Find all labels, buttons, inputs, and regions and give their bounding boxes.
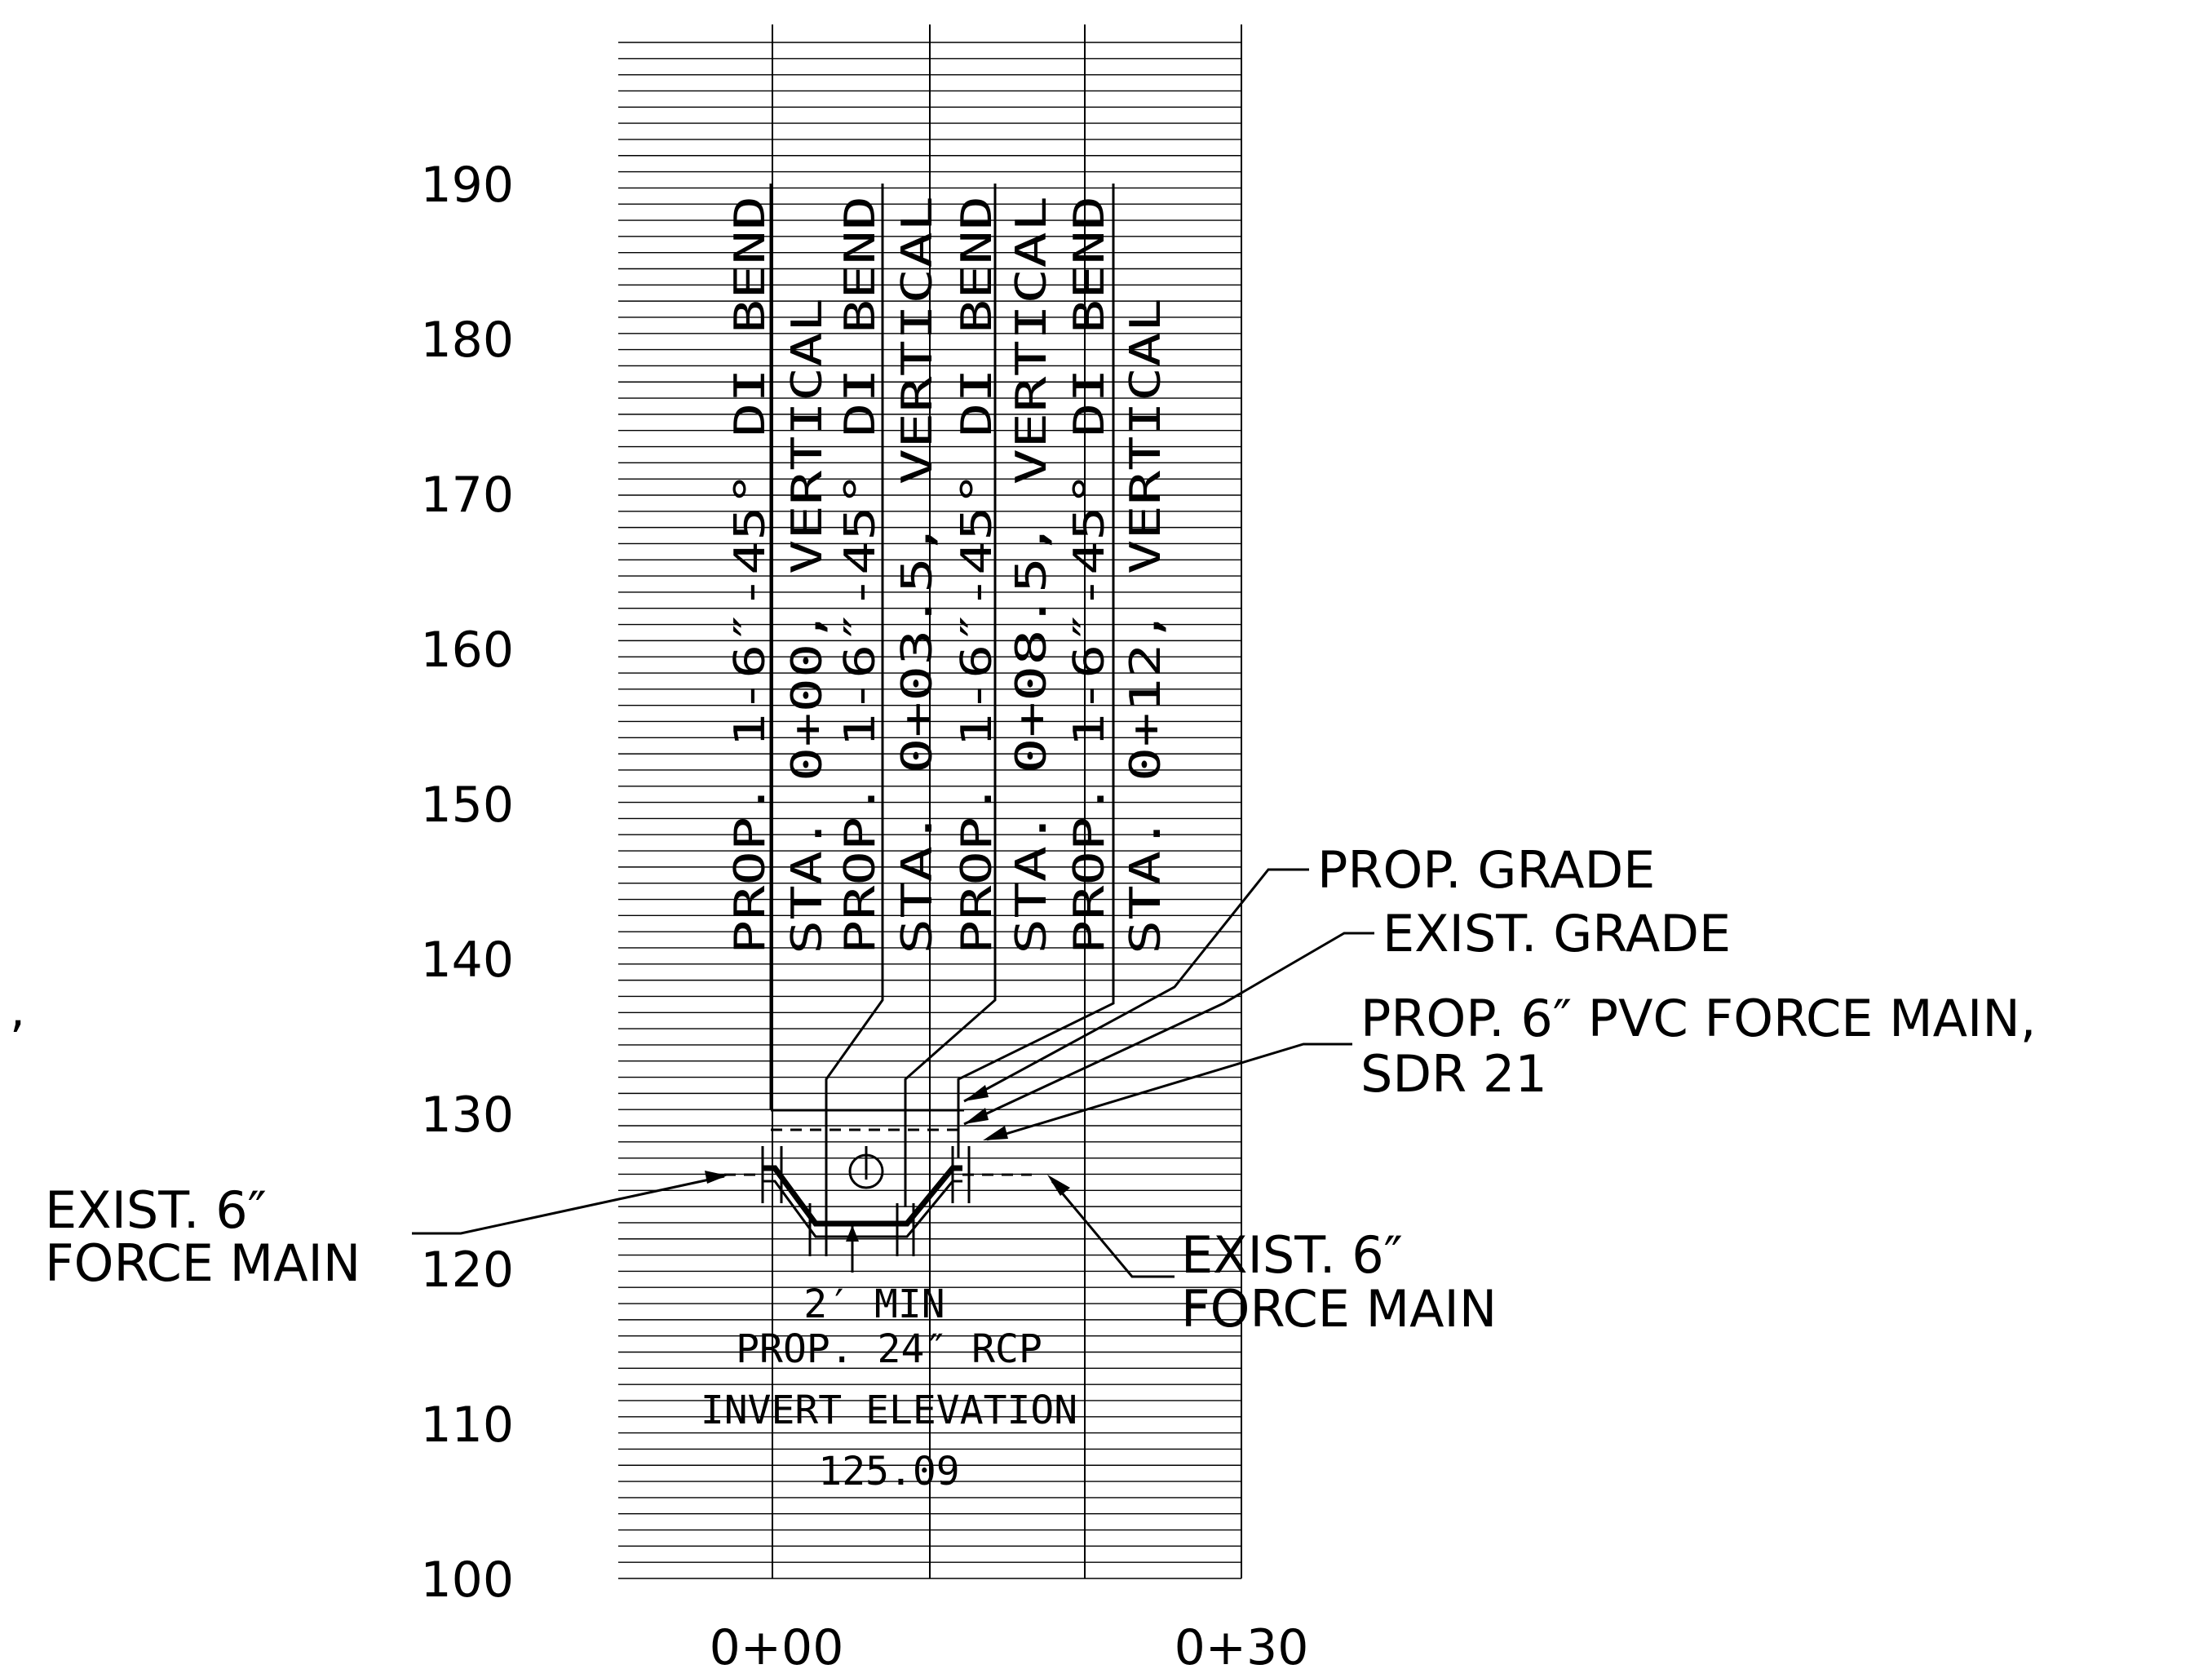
callout-sta-1: STA. 0+00, VERTICAL	[783, 298, 832, 954]
prop-grade-label: PROP. GRADE	[1317, 840, 1655, 900]
leader-bend-4	[957, 184, 1115, 1158]
prop-grade-leader	[963, 868, 1309, 1103]
exist-grade-label: EXIST. GRADE	[1382, 904, 1731, 963]
callout-bend-2: PROP. 1-6″-45° DI BEND	[836, 196, 885, 954]
prop-grade-arrow	[964, 1085, 989, 1101]
exist-right-label-line2: FORCE MAIN	[1181, 1279, 1497, 1339]
stray-comma: ,	[10, 981, 25, 1038]
elevation-label-120: 120	[420, 1242, 514, 1299]
profile-grid	[618, 24, 1242, 1579]
vertical-callouts: PROP. 1-6″-45° DI BEND STA. 0+00, VERTIC…	[726, 196, 1170, 954]
elevation-label-110: 110	[420, 1397, 514, 1454]
callout-bend-3: PROP. 1-6″-45° DI BEND	[953, 196, 1002, 954]
rcp-label-line2: INVERT ELEVATION	[701, 1388, 1077, 1433]
prop-force-main-pipe	[763, 1165, 962, 1227]
station-label-0-00: 0+00	[710, 1619, 844, 1669]
left-labels: EXIST. 6″ FORCE MAIN	[45, 1171, 728, 1293]
exist-left-arrow	[705, 1171, 728, 1184]
station-label-0-30: 0+30	[1175, 1619, 1309, 1669]
exist-grade-arrow	[964, 1108, 989, 1124]
elevation-label-180: 180	[420, 312, 514, 369]
force-main-label-line2: SDR 21	[1360, 1044, 1547, 1104]
force-main-arrow	[983, 1126, 1008, 1140]
exist-left-label-line1: EXIST. 6″	[45, 1180, 267, 1240]
elevation-label-190: 190	[420, 157, 514, 214]
exist-right-arrow	[1047, 1175, 1070, 1196]
callout-bend-4: PROP. 1-6″-45° DI BEND	[1065, 196, 1114, 954]
callout-sta-2: STA. 0+03.5, VERTICAL	[893, 196, 942, 954]
rcp-label-line1: PROP. 24″ RCP	[736, 1326, 1042, 1372]
exist-right-label-line1: EXIST. 6″	[1181, 1225, 1403, 1285]
right-labels: PROP. GRADE EXIST. GRADE PROP. 6″ PVC FO…	[963, 840, 2036, 1339]
callout-sta-4: STA. 0+12, VERTICAL	[1121, 298, 1170, 954]
rcp-labels: 2′ MIN PROP. 24″ RCP INVERT ELEVATION 12…	[701, 1282, 1077, 1494]
elevation-label-100: 100	[420, 1552, 514, 1609]
exist-left-leader	[412, 1175, 725, 1235]
elevation-axis: 190 180 170 160 150 140 130 120 110 100	[420, 157, 514, 1609]
exist-grade-leader	[963, 932, 1374, 1126]
elevation-label-160: 160	[420, 622, 514, 679]
prop-force-main-pipe-inner	[763, 1180, 962, 1238]
elevation-label-150: 150	[420, 777, 514, 834]
elevation-label-130: 130	[420, 1087, 514, 1144]
elevation-label-140: 140	[420, 932, 514, 989]
callout-bend-1: PROP. 1-6″-45° DI BEND	[726, 196, 775, 954]
elevation-label-170: 170	[420, 467, 514, 524]
force-main-profile	[724, 1146, 1032, 1273]
leader-bend-2	[825, 184, 884, 1207]
leader-bend-3	[904, 184, 997, 1207]
grade-lines	[771, 1109, 964, 1131]
rcp-label-line3: 125.09	[818, 1449, 959, 1494]
station-axis: 0+00 0+30	[710, 1619, 1309, 1669]
force-main-label-line1: PROP. 6″ PVC FORCE MAIN,	[1360, 989, 2036, 1048]
callout-sta-3: STA. 0+08.5, VERTICAL	[1007, 196, 1056, 954]
min-clearance-label: 2′ MIN	[803, 1282, 945, 1327]
force-main-leader	[986, 1043, 1352, 1141]
exist-right-leader	[1051, 1180, 1175, 1278]
min-dimension-arrow	[846, 1225, 859, 1242]
exist-left-label-line2: FORCE MAIN	[45, 1233, 361, 1293]
callout-leaders	[769, 184, 1115, 1207]
